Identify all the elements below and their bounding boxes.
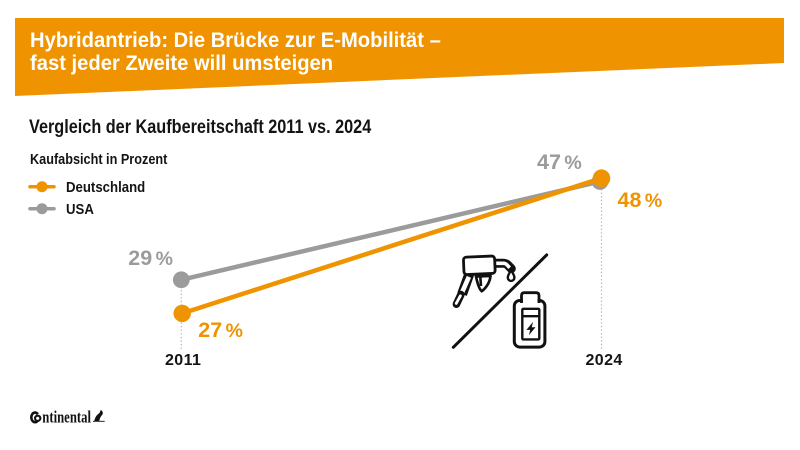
svg-text:ntinental: ntinental [42,409,91,427]
